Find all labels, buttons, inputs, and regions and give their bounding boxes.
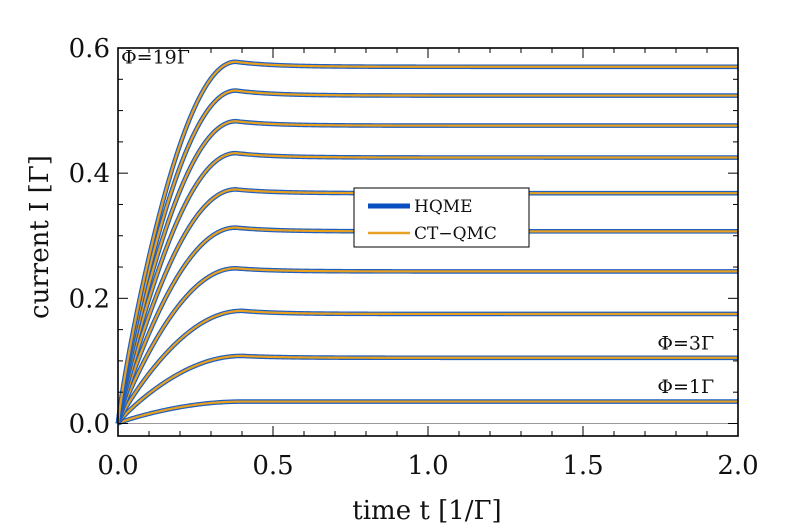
legend: HQME CT−QMC: [353, 187, 530, 248]
series-ctqmc-1: [117, 354, 738, 425]
annotation-phi-1: Φ=1Γ: [657, 376, 714, 398]
y-tick-label: 0.2: [69, 284, 110, 314]
series-ctqmc-0: [117, 400, 738, 425]
series-ctqmc-2: [116, 309, 738, 424]
tick-labels-layer: 0.0 0.5 1.0 1.5 2.0 0.0 0.2 0.4 0.6: [69, 34, 759, 481]
x-tick-label: 1.0: [407, 451, 448, 481]
annotations: Φ=19Γ Φ=3Γ Φ=1Γ: [121, 46, 714, 398]
x-tick-label: 0.5: [252, 451, 293, 481]
series-hqme-0: [116, 399, 739, 426]
series-ctqmc-3: [116, 267, 738, 424]
series-hqme-8: [115, 88, 739, 424]
annotation-phi-3: Φ=3Γ: [657, 332, 714, 354]
legend-label-ctqmc: CT−QMC: [414, 224, 497, 244]
series-ctqmc-9: [116, 60, 738, 424]
legend-box: [353, 187, 530, 248]
y-tick-label: 0.0: [69, 409, 110, 439]
series-ctqmc-8: [116, 89, 738, 424]
y-tick-label: 0.6: [69, 34, 110, 64]
annotation-phi-19: Φ=19Γ: [121, 46, 190, 68]
y-axis-label: current I [Γ]: [25, 155, 55, 319]
series-hqme-1: [116, 353, 739, 425]
x-axis-label: time t [1/Γ]: [352, 496, 501, 526]
series-ctqmc-6: [116, 152, 738, 424]
series-hqme-2: [115, 308, 739, 425]
x-tick-label: 1.5: [562, 451, 603, 481]
series-hqme-4: [115, 225, 739, 424]
x-tick-label: 0.0: [97, 451, 138, 481]
ticks-layer: [117, 47, 739, 436]
x-tick-label: 2.0: [717, 451, 758, 481]
legend-label-hqme: HQME: [414, 197, 473, 217]
y-tick-label: 0.4: [69, 159, 110, 189]
series-ctqmc-7: [116, 120, 738, 424]
series-ctqmc-4: [116, 226, 738, 424]
